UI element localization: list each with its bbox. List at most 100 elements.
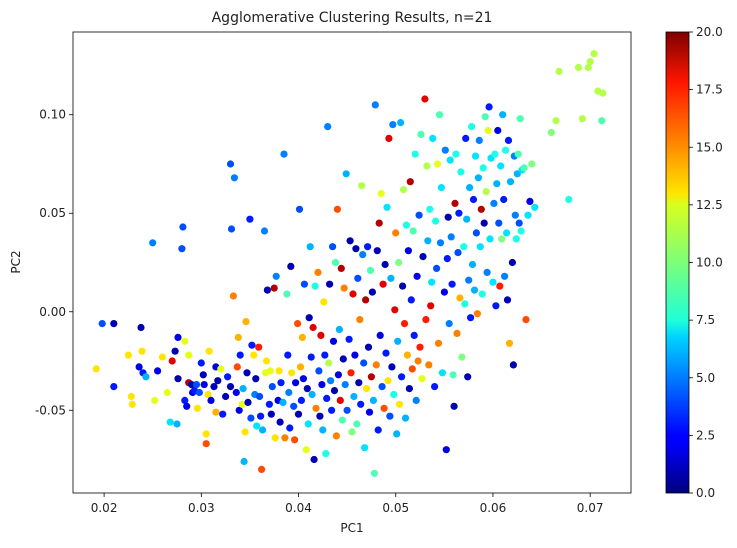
chart-title: Agglomerative Clustering Results, n=21 — [212, 10, 493, 26]
data-point — [375, 219, 383, 227]
data-point — [385, 134, 393, 142]
colorbar-tick-label: 20.0 — [696, 25, 723, 39]
data-point — [242, 318, 250, 326]
colorbar-tick-label: 0.0 — [696, 486, 715, 500]
data-point — [491, 150, 499, 158]
data-point — [432, 217, 440, 225]
data-point — [481, 113, 489, 121]
data-point — [244, 398, 252, 406]
data-point — [406, 178, 414, 186]
data-point — [336, 396, 344, 404]
data-point — [373, 247, 381, 255]
y-tick-label: 0.05 — [39, 206, 66, 220]
data-point — [314, 268, 322, 276]
data-point — [195, 388, 203, 397]
data-point — [590, 50, 598, 58]
data-point — [270, 284, 278, 292]
data-point — [226, 383, 235, 391]
data-point — [179, 223, 187, 231]
data-point — [329, 337, 338, 345]
data-point — [281, 434, 289, 442]
data-point — [298, 333, 306, 341]
data-point — [376, 331, 384, 339]
data-point — [271, 434, 279, 442]
data-point — [437, 184, 445, 192]
data-point — [185, 351, 193, 359]
data-point — [400, 320, 409, 328]
data-point — [363, 385, 371, 393]
data-point — [599, 89, 607, 97]
data-point — [328, 406, 336, 414]
data-point — [334, 371, 342, 379]
data-point — [395, 258, 403, 267]
data-point — [151, 396, 159, 404]
data-point — [272, 272, 280, 280]
data-point — [484, 126, 492, 135]
data-point — [239, 385, 247, 393]
data-point — [524, 211, 532, 219]
data-point — [399, 282, 407, 290]
data-point — [501, 272, 509, 280]
y-tick-label: -0.05 — [35, 403, 66, 417]
data-point — [288, 369, 296, 377]
data-point — [290, 402, 298, 410]
data-point — [426, 205, 434, 213]
data-point — [447, 233, 455, 241]
data-point — [345, 335, 353, 343]
data-point — [467, 314, 475, 322]
data-point — [503, 229, 511, 237]
data-point — [366, 266, 375, 274]
data-point — [360, 359, 368, 367]
data-point — [502, 146, 510, 154]
data-point — [574, 63, 583, 72]
data-point — [516, 115, 524, 123]
data-point — [292, 379, 300, 387]
data-point — [492, 302, 500, 310]
data-point — [365, 408, 374, 416]
data-point — [364, 343, 373, 351]
data-point — [393, 430, 401, 438]
data-point — [482, 188, 490, 196]
data-point — [515, 219, 523, 227]
data-point — [124, 351, 132, 359]
data-point — [306, 243, 314, 251]
colorbar — [665, 31, 690, 494]
data-point — [200, 381, 208, 389]
data-point — [495, 219, 503, 227]
data-point — [286, 424, 294, 432]
data-point — [474, 174, 482, 182]
data-point — [226, 160, 235, 168]
data-point — [499, 111, 507, 119]
data-point — [277, 379, 285, 387]
data-point — [320, 298, 328, 306]
data-point — [465, 276, 473, 284]
data-point — [219, 410, 227, 418]
data-point — [166, 418, 174, 426]
data-point — [387, 274, 395, 282]
data-point — [367, 373, 375, 381]
data-point — [253, 422, 261, 430]
data-point — [441, 146, 449, 154]
data-point — [369, 396, 377, 404]
data-point — [326, 280, 334, 288]
data-point — [454, 249, 462, 257]
data-point — [325, 359, 333, 367]
data-point — [265, 400, 273, 408]
colorbar-tick-label: 15.0 — [696, 140, 723, 154]
data-point — [520, 164, 528, 172]
data-point — [350, 392, 358, 401]
data-point — [493, 180, 501, 188]
data-point — [390, 390, 398, 399]
data-point — [555, 67, 563, 75]
data-point — [391, 306, 399, 314]
data-point — [268, 383, 276, 391]
data-point — [452, 150, 460, 158]
data-point — [340, 284, 348, 292]
data-point — [475, 136, 483, 144]
data-point — [392, 229, 400, 237]
data-point — [246, 215, 254, 223]
data-point — [509, 361, 517, 369]
data-point — [422, 316, 430, 324]
data-point — [183, 402, 191, 410]
data-point — [359, 251, 367, 259]
